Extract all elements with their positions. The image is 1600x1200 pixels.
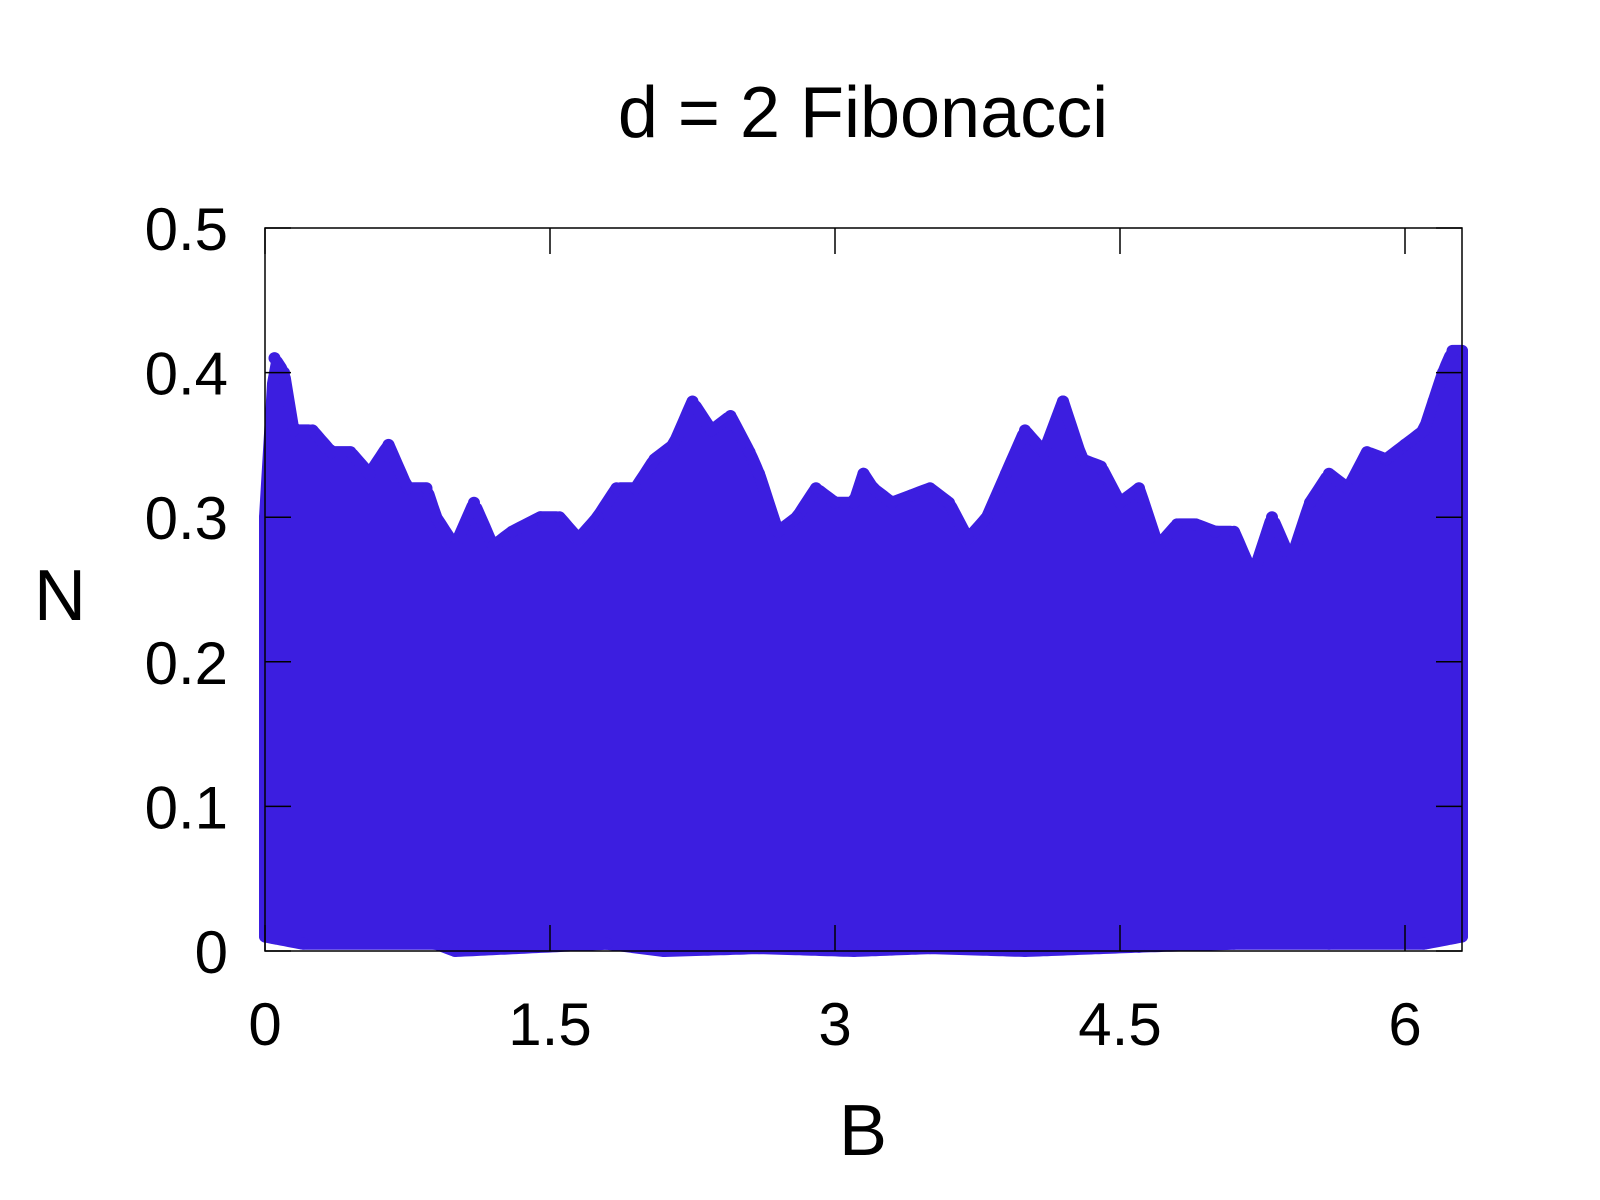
scatter-point-upper-53 xyxy=(1209,525,1221,538)
scatter-point-upper-5 xyxy=(325,446,338,459)
scatter-point-lower-1 xyxy=(297,937,309,950)
y-tick-label-5: 0.5 xyxy=(145,196,228,263)
scatter-point-lower-2 xyxy=(430,937,442,950)
scatter-point-upper-25 xyxy=(705,424,718,437)
scatter-point-upper-17 xyxy=(553,511,566,524)
scatter-point-lower-8 xyxy=(924,942,936,955)
scatter-point-lower-11 xyxy=(1228,937,1240,950)
scatter-point-upper-52 xyxy=(1190,518,1202,531)
x-tick-label-2: 3 xyxy=(818,991,851,1058)
scatter-point-upper-51 xyxy=(1171,518,1183,531)
scatter-point-upper-32 xyxy=(829,496,841,509)
scatter-point-upper-16 xyxy=(534,511,547,524)
scatter-point-upper-60 xyxy=(1342,482,1354,495)
scatter-point-upper-28 xyxy=(753,467,765,480)
scatter-point-upper-48 xyxy=(1114,496,1126,509)
scatter-point-upper-15 xyxy=(506,525,518,538)
x-tick-label-0: 0 xyxy=(248,991,281,1058)
scatter-point-upper-40 xyxy=(962,532,974,545)
scatter-point-upper-50 xyxy=(1152,540,1164,553)
scatter-point-upper-33 xyxy=(848,496,860,509)
scatter-point-upper-58 xyxy=(1304,496,1316,509)
scatter-point-upper-67 xyxy=(1446,344,1459,357)
scatter-point-upper-56 xyxy=(1266,511,1278,524)
y-tick-label-1: 0.1 xyxy=(145,774,228,841)
scatter-point-upper-61 xyxy=(1361,446,1373,459)
scatter-point-upper-21 xyxy=(629,482,642,495)
x-tick-label-3: 4.5 xyxy=(1078,991,1161,1058)
scatter-points-band-0 xyxy=(259,344,1468,957)
scatter-point-upper-12 xyxy=(449,540,461,553)
scatter-point-upper-30 xyxy=(791,511,803,524)
scatter-point-upper-38 xyxy=(924,482,936,495)
y-tick-label-2: 0.2 xyxy=(145,630,228,697)
scatter-point-upper-42 xyxy=(1000,467,1012,480)
plot-frame xyxy=(264,227,1463,952)
x-axis-label: B xyxy=(839,1091,887,1171)
scatter-point-upper-47 xyxy=(1095,460,1107,473)
scatter-point-upper-27 xyxy=(743,446,756,459)
x-axis: 0 1.5 3 4.5 6 xyxy=(248,228,1422,1058)
scatter-point-upper-23 xyxy=(667,438,680,451)
scatter-point-upper-64 xyxy=(1418,424,1430,437)
scatter-point-upper-49 xyxy=(1133,482,1145,495)
scatter-point-upper-29 xyxy=(772,525,784,538)
scatter-point-upper-18 xyxy=(572,532,585,545)
scatter-point-lower-4 xyxy=(601,937,613,950)
scatter-point-upper-55 xyxy=(1247,569,1259,581)
plot-area xyxy=(259,344,1468,957)
scatter-point-upper-36 xyxy=(886,496,898,509)
scatter-point-lower-6 xyxy=(753,942,765,955)
scatter-point-lower-13 xyxy=(1418,937,1430,950)
scatter-point-upper-22 xyxy=(648,453,661,466)
scatter-point-lower-12 xyxy=(1323,937,1335,950)
y-axis-label: N xyxy=(34,556,86,636)
scatter-point-upper-8 xyxy=(382,438,395,451)
scatter-point-upper-45 xyxy=(1057,395,1069,408)
scatter-point-upper-39 xyxy=(943,496,955,509)
scatter-point-upper-14 xyxy=(487,540,499,553)
scatter-point-upper-63 xyxy=(1399,438,1411,451)
scatter-point-upper-54 xyxy=(1228,525,1240,538)
scatter-point-upper-59 xyxy=(1323,467,1335,480)
scatter-point-lower-10 xyxy=(1133,940,1145,953)
scatter-point-upper-4 xyxy=(306,424,319,437)
x-tick-label-1: 1.5 xyxy=(508,991,591,1058)
scatter-point-upper-43 xyxy=(1019,424,1031,437)
scatter-point-upper-35 xyxy=(867,482,879,495)
scatter-point-upper-65 xyxy=(1427,395,1440,408)
scatter-point-upper-6 xyxy=(344,446,357,459)
scatter-point-upper-44 xyxy=(1038,446,1050,459)
scatter-point-upper-26 xyxy=(724,410,737,422)
scatter-point-upper-9 xyxy=(401,482,414,495)
scatter-point-upper-34 xyxy=(857,467,870,480)
y-axis: 0 0.1 0.2 0.3 0.4 0.5 xyxy=(145,196,1462,986)
scatter-point-upper-19 xyxy=(591,511,604,524)
scatter-point-upper-57 xyxy=(1285,554,1297,567)
y-tick-label-3: 0.3 xyxy=(145,485,228,552)
y-tick-label-4: 0.4 xyxy=(145,341,228,408)
scatter-point-upper-13 xyxy=(468,496,480,509)
scatter-point-upper-46 xyxy=(1076,453,1088,466)
scatter-point-upper-37 xyxy=(905,489,917,502)
scatter-point-upper-62 xyxy=(1380,453,1392,466)
scatter-point-upper-1 xyxy=(268,352,281,365)
scatter-point-upper-11 xyxy=(430,511,442,524)
scatter-point-upper-24 xyxy=(686,395,699,408)
scatter-point-upper-3 xyxy=(287,424,300,437)
x-tick-label-4: 6 xyxy=(1388,991,1421,1058)
scatter-point-upper-7 xyxy=(363,467,376,480)
scatter-point-upper-41 xyxy=(981,511,993,524)
scatter-point-upper-10 xyxy=(420,482,433,495)
scatter-point-upper-31 xyxy=(810,482,822,495)
chart-title: d = 2 Fibonacci xyxy=(618,73,1108,153)
y-tick-label-0: 0 xyxy=(195,919,228,986)
scatter-point-upper-20 xyxy=(610,482,623,495)
